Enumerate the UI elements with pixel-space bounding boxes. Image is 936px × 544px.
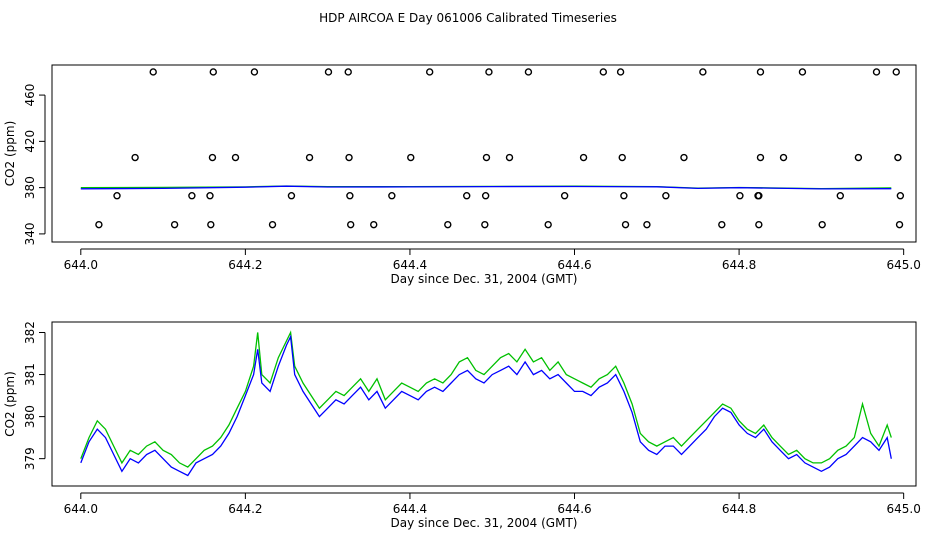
data-point — [208, 153, 217, 162]
data-point — [481, 192, 490, 200]
data-point — [481, 220, 489, 229]
x-tick-label: 644.6 — [557, 258, 591, 272]
data-point — [444, 220, 452, 229]
data-point — [680, 153, 688, 162]
data-point — [755, 220, 763, 229]
y-tick-label: 460 — [23, 84, 37, 107]
x-tick-label: 644.2 — [228, 258, 262, 272]
data-point — [344, 68, 352, 76]
y-tick-label: 340 — [23, 222, 37, 245]
data-point — [662, 192, 670, 200]
data-point — [149, 68, 157, 76]
data-point — [95, 220, 103, 229]
series-line-green — [80, 330, 892, 468]
data-point — [287, 192, 296, 200]
data-point — [463, 192, 471, 200]
data-point — [798, 68, 807, 76]
figure-title: HDP AIRCOA E Day 061006 Calibrated Times… — [319, 11, 617, 25]
x-tick-label: 644.0 — [64, 258, 98, 272]
y-axis-label: CO2 (ppm) — [3, 371, 17, 437]
data-point — [305, 153, 314, 162]
x-axis-label: Day since Dec. 31, 2004 (GMT) — [391, 272, 578, 286]
data-point — [579, 153, 588, 162]
data-point — [505, 153, 514, 162]
data-point — [599, 68, 608, 76]
plot-frame — [51, 64, 917, 243]
x-tick-label: 645.0 — [886, 502, 920, 516]
data-point — [188, 192, 196, 200]
x-tick-label: 644.4 — [393, 258, 427, 272]
data-point — [818, 220, 826, 229]
data-point — [643, 220, 651, 229]
data-point — [170, 220, 179, 229]
y-axis-label: CO2 (ppm) — [3, 121, 17, 187]
x-tick-label: 645.0 — [886, 258, 920, 272]
data-point — [756, 153, 765, 162]
x-tick-label: 644.6 — [557, 502, 591, 516]
data-point — [618, 153, 626, 162]
y-tick-label: 379 — [23, 447, 37, 470]
top-panel-scatter: 644.0 644.2 644.4 644.6 644.8 645.0 Day since … — [3, 64, 921, 286]
series-line-blue — [80, 334, 892, 477]
y-tick-label: 380 — [23, 176, 37, 199]
data-point — [482, 153, 491, 162]
plot-frame — [51, 321, 917, 487]
data-point — [388, 192, 396, 200]
data-point — [231, 153, 240, 162]
data-point — [209, 68, 217, 76]
data-point — [699, 68, 707, 76]
data-point — [872, 68, 881, 76]
data-point — [131, 153, 139, 162]
data-point — [207, 220, 215, 229]
data-point — [206, 192, 214, 200]
data-point — [250, 68, 259, 76]
x-axis-label: Day since Dec. 31, 2004 (GMT) — [391, 516, 578, 530]
x-tick-label: 644.8 — [722, 258, 756, 272]
data-point — [346, 192, 354, 200]
x-tick-label: 644.8 — [722, 502, 756, 516]
data-point — [113, 192, 121, 200]
data-point — [895, 220, 904, 229]
y-tick-label: 420 — [23, 130, 37, 153]
data-point — [836, 192, 844, 200]
x-tick-label: 644.2 — [228, 502, 262, 516]
series-line-blue — [80, 185, 892, 190]
data-point — [736, 192, 744, 200]
data-point — [896, 192, 905, 200]
y-tick-label: 381 — [23, 363, 37, 386]
data-point — [621, 220, 630, 229]
data-point — [425, 68, 434, 76]
data-point — [894, 153, 902, 162]
y-tick-label: 382 — [23, 321, 37, 344]
data-point — [485, 68, 493, 76]
data-point — [524, 68, 533, 76]
data-point — [756, 68, 765, 76]
data-point — [892, 68, 900, 76]
bottom-panel-line: 644.0 644.2 644.4 644.6 644.8 645.0 Day since … — [3, 321, 921, 530]
data-point — [268, 220, 277, 229]
data-point — [620, 192, 628, 200]
data-point — [616, 68, 625, 76]
data-point — [370, 220, 378, 229]
x-tick-label: 644.4 — [393, 502, 427, 516]
data-point — [779, 153, 788, 162]
data-point — [345, 153, 353, 162]
y-tick-label: 380 — [23, 405, 37, 428]
data-point — [854, 153, 863, 162]
data-point — [755, 192, 763, 200]
data-point — [544, 220, 552, 229]
data-point — [407, 153, 415, 162]
data-point — [560, 192, 569, 200]
data-point — [324, 68, 333, 76]
x-tick-label: 644.0 — [64, 502, 98, 516]
data-point — [346, 220, 355, 229]
data-point — [718, 220, 726, 229]
